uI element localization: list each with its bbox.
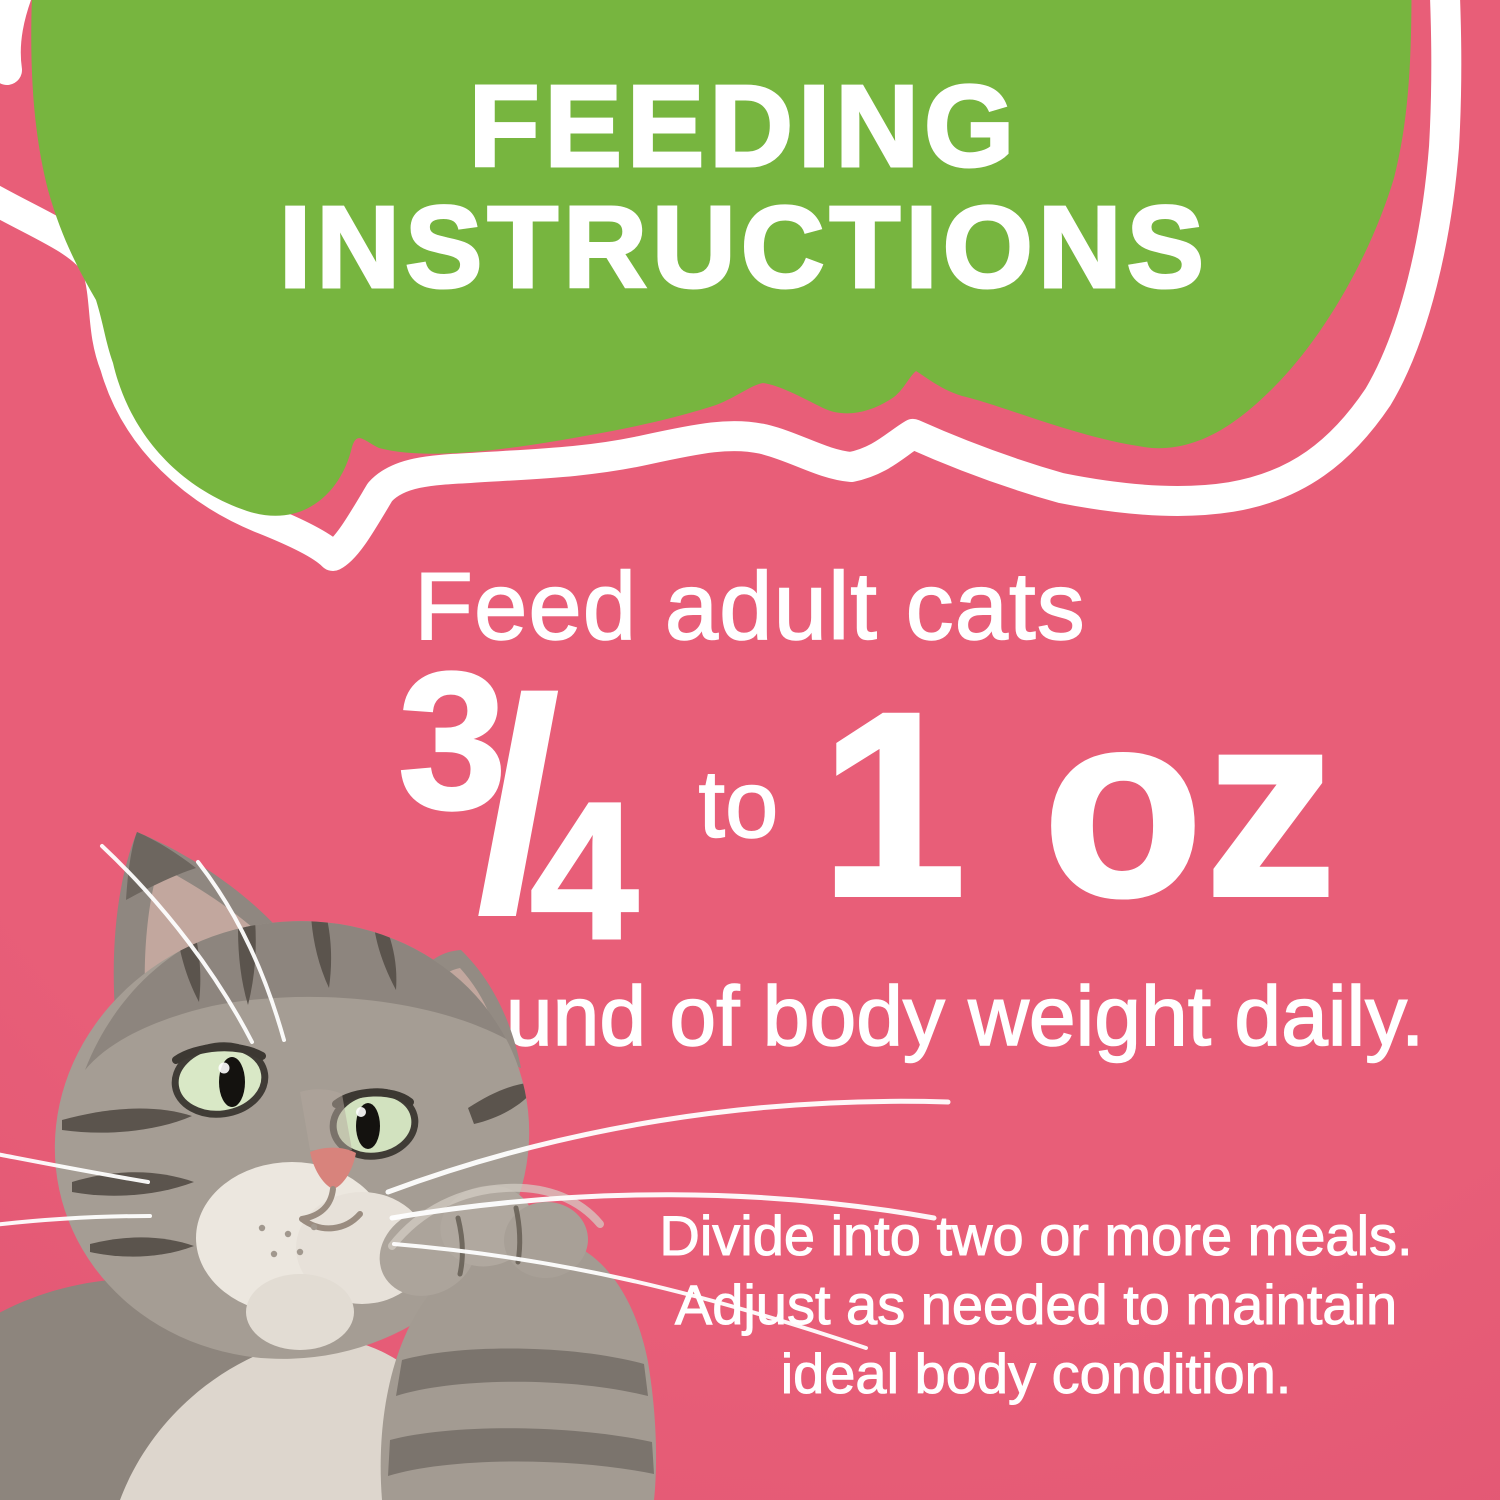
fraction-slash: / xyxy=(476,637,561,973)
amount-row: 3 / 4 to 1 oz xyxy=(118,631,1500,982)
title-line-2: INSTRUCTIONS xyxy=(278,181,1209,312)
cloud-shape xyxy=(31,0,1412,516)
amount-value: 1 oz xyxy=(818,658,1338,951)
title-line-1: FEEDING xyxy=(467,61,1020,191)
cat-whiskers xyxy=(0,844,951,1350)
meal-note: Divide into two or more meals. Adjust as… xyxy=(286,1202,1500,1409)
fraction-numerator: 3 xyxy=(397,631,508,852)
cat-muzzle xyxy=(196,1162,428,1350)
cat-mouth xyxy=(299,1186,363,1232)
cat-eye-left xyxy=(171,1042,269,1118)
fraction-denominator: 4 xyxy=(528,761,639,982)
range-connector: to xyxy=(698,750,780,859)
intro-line: Feed adult cats xyxy=(414,552,1086,661)
meal-note-line-1: Divide into two or more meals. xyxy=(659,1204,1413,1268)
cat-whisker-dots xyxy=(258,1223,318,1258)
cloud-outline-corner-stroke xyxy=(0,0,32,85)
cat-raised-paw xyxy=(379,1183,657,1500)
cat-nose xyxy=(310,1147,356,1189)
cat-nose-bridge xyxy=(300,1089,352,1150)
meal-note-line-3: ideal body condition. xyxy=(780,1341,1292,1405)
page-title: FEEDING INSTRUCTIONS xyxy=(0,61,1494,312)
